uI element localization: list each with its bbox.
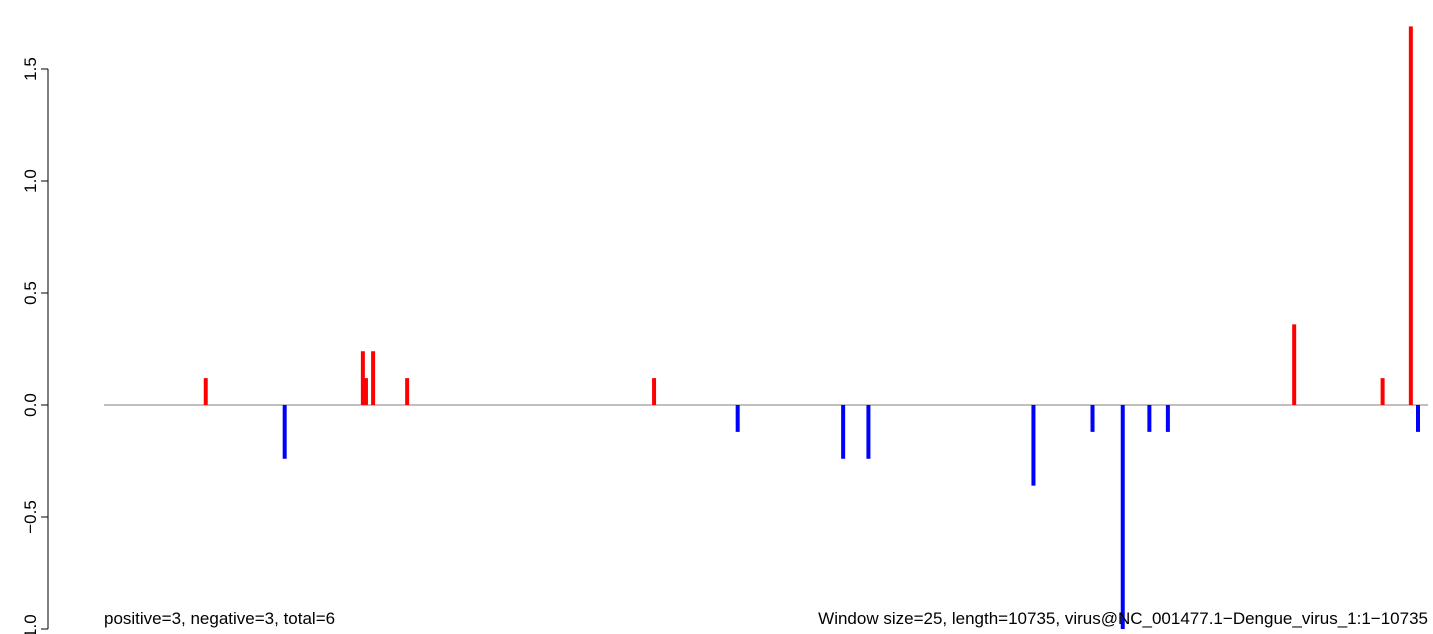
positive-bar bbox=[360, 351, 365, 405]
y-tick-label: 1.0 bbox=[21, 169, 40, 193]
y-tick-label: −0.5 bbox=[21, 500, 40, 534]
y-tick-label: 1.5 bbox=[21, 57, 40, 81]
annotation-right: Window size=25, length=10735, virus@NC_0… bbox=[818, 609, 1428, 628]
positive-bar bbox=[371, 351, 376, 405]
negative-bar bbox=[735, 405, 740, 432]
y-tick-label: 0.5 bbox=[21, 281, 40, 305]
negative-bar bbox=[1165, 405, 1170, 432]
negative-bar bbox=[1147, 405, 1152, 432]
y-axis: -1.0 −0.5 0.0 0.5 1.0 1.5 bbox=[21, 57, 49, 634]
y-tick-label: -1.0 bbox=[21, 614, 40, 634]
positive-bar bbox=[203, 378, 208, 405]
positive-bar bbox=[1380, 378, 1385, 405]
negative-bar bbox=[1090, 405, 1095, 432]
positive-bar bbox=[1292, 324, 1297, 405]
negative-bar bbox=[1031, 405, 1036, 486]
bars bbox=[203, 26, 1420, 629]
y-tick-label: 0.0 bbox=[21, 393, 40, 417]
negative-bar bbox=[1416, 405, 1420, 432]
negative-bar bbox=[1120, 405, 1125, 629]
positive-bar bbox=[405, 378, 410, 405]
negative-bar bbox=[282, 405, 287, 459]
negative-bar bbox=[841, 405, 846, 459]
positive-bar bbox=[652, 378, 657, 405]
annotation-left: positive=3, negative=3, total=6 bbox=[104, 609, 335, 628]
negative-bar bbox=[866, 405, 871, 459]
positive-bar bbox=[363, 378, 368, 405]
positive-bar bbox=[1408, 26, 1413, 405]
